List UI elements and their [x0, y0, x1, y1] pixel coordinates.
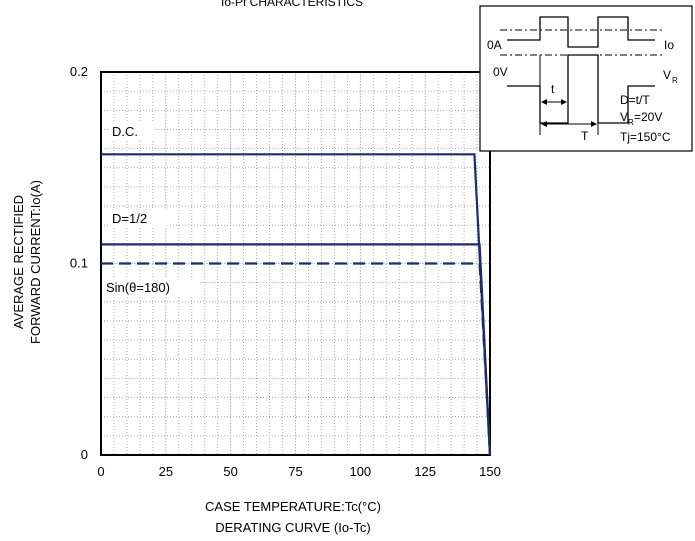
label-bg-half [110, 210, 168, 226]
x-tick-label: 100 [349, 464, 371, 479]
x-tick-label: 50 [223, 464, 237, 479]
inset-tj: Tj=150°C [620, 130, 671, 144]
inset-label-io: Io [664, 38, 674, 52]
inset-label-t: t [551, 82, 555, 96]
inset-vr-value: =20V [634, 110, 662, 124]
inset-label-0v: 0V [493, 65, 508, 79]
y-tick-label: 0.1 [70, 256, 88, 271]
tick-labels: 0 25 50 75 100 125 150 0 0.1 0.2 [70, 64, 501, 479]
x-tick-label: 0 [97, 464, 104, 479]
x-tick-label: 125 [414, 464, 436, 479]
series-line-3 [101, 262, 492, 456]
label-bg-sin [104, 279, 198, 295]
x-tick-label: 150 [479, 464, 501, 479]
series-label-half-duty: D=1/2 [112, 211, 147, 226]
chart-title: Io-Pf CHARACTERISTICS [221, 0, 363, 9]
inset-label-period: T [581, 129, 589, 143]
x-tick-label: 25 [159, 464, 173, 479]
grid [101, 72, 490, 455]
inset-label-vr-sub: R [672, 76, 678, 85]
series-line-2 [101, 243, 492, 456]
inset-vr-label: V [620, 110, 628, 124]
inset-label-vr: V [663, 68, 671, 82]
chart-subtitle: DERATING CURVE (Io-Tc) [215, 520, 371, 535]
series [101, 153, 492, 456]
series-label-sin: Sin(θ=180) [106, 280, 170, 295]
y-tick-label: 0.2 [70, 64, 88, 79]
label-bg-dc [110, 123, 154, 139]
waveform-inset: 0A 0V Io V R t T D=t/T V R =20V Tj=150°C [479, 5, 693, 152]
series-label-dc: D.C. [112, 124, 138, 139]
y-axis-label-line1: AVERAGE RECTIFIED [11, 195, 26, 329]
x-tick-label: 75 [288, 464, 302, 479]
inset-vr-sub: R [628, 118, 634, 127]
inset-label-0a: 0A [487, 38, 502, 52]
y-tick-label: 0 [81, 447, 88, 462]
inset-duty-formula: D=t/T [620, 93, 650, 107]
y-axis-label-line2: FORWARD CURRENT:Io(A) [28, 180, 43, 344]
x-axis-label: CASE TEMPERATURE:Tc(°C) [205, 499, 381, 514]
